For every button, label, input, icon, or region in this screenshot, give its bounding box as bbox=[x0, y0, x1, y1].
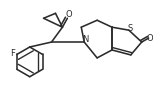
Text: F: F bbox=[10, 49, 15, 58]
Text: O: O bbox=[146, 34, 153, 43]
Text: S: S bbox=[127, 24, 132, 33]
Text: N: N bbox=[82, 35, 88, 44]
Text: O: O bbox=[65, 10, 72, 19]
